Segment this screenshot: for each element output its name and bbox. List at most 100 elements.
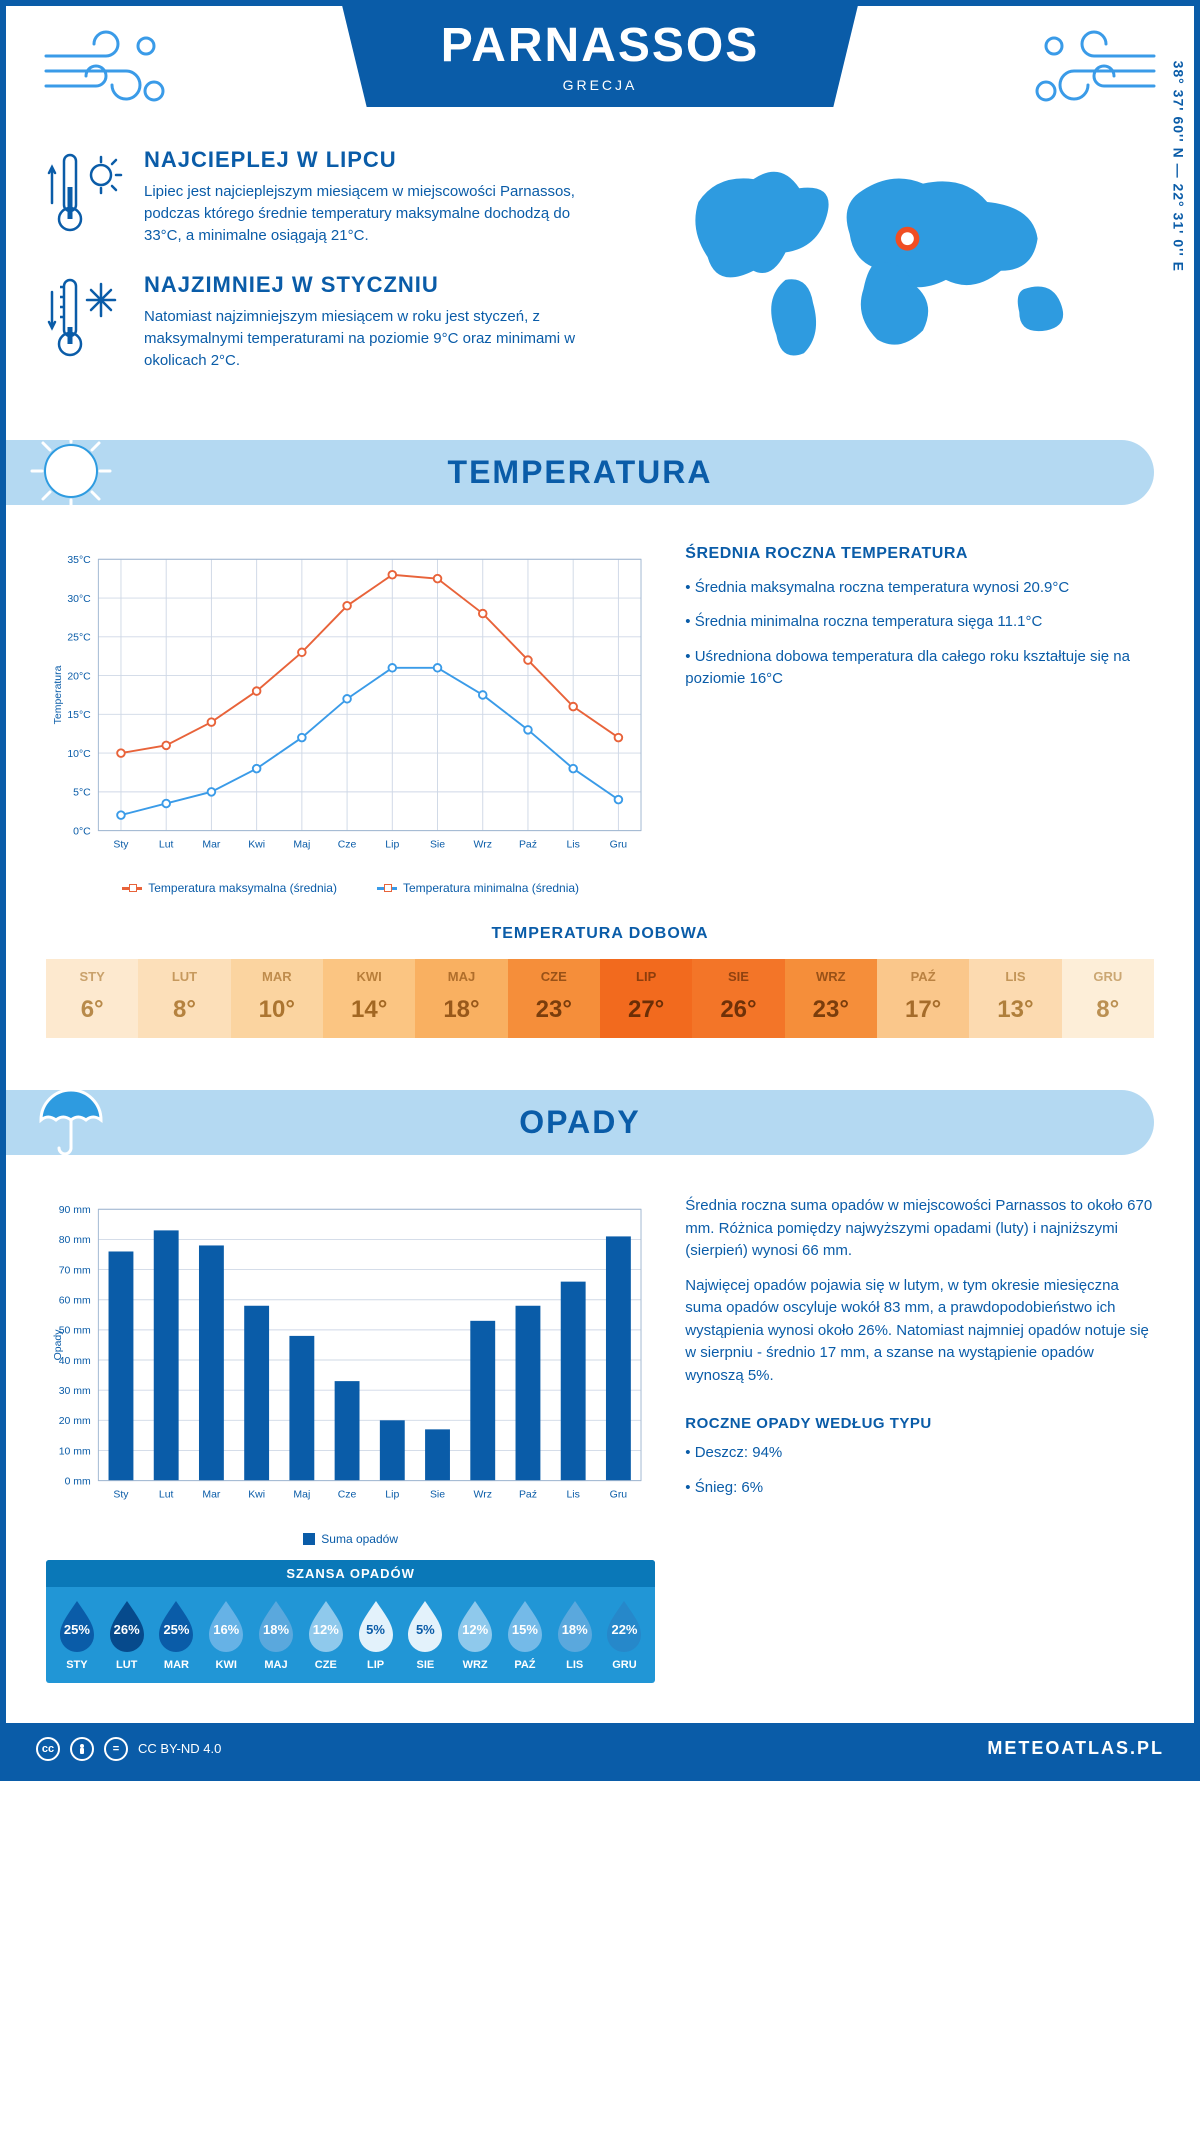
precip-type-list: Deszcz: 94%Śnieg: 6% bbox=[685, 1442, 1154, 1499]
svg-text:35°C: 35°C bbox=[67, 555, 91, 566]
brand: METEOATLAS.PL bbox=[987, 1738, 1164, 1759]
svg-text:Lis: Lis bbox=[566, 839, 579, 850]
temperature-banner: TEMPERATURA bbox=[6, 440, 1154, 505]
umbrella-icon bbox=[26, 1076, 116, 1166]
daily-temp-cell: KWI14° bbox=[323, 959, 415, 1038]
svg-text:Maj: Maj bbox=[293, 839, 310, 850]
precip-chance-panel: SZANSA OPADÓW 25%STY26%LUT25%MAR16%KWI 18… bbox=[46, 1560, 655, 1683]
thermometer-cold-icon bbox=[46, 272, 126, 362]
temp-bullets: Średnia maksymalna roczna temperatura wy… bbox=[685, 577, 1154, 691]
daily-temp-cell: LUT8° bbox=[138, 959, 230, 1038]
temp-bullet: Średnia maksymalna roczna temperatura wy… bbox=[685, 577, 1154, 600]
svg-text:Wrz: Wrz bbox=[474, 839, 492, 850]
daily-temp-cell: WRZ23° bbox=[785, 959, 877, 1038]
svg-text:Kwi: Kwi bbox=[248, 1490, 265, 1501]
daily-temp-strip: STY6°LUT8°MAR10°KWI14°MAJ18°CZE23°LIP27°… bbox=[46, 959, 1154, 1038]
precip-chance-drop: 16%KWI bbox=[201, 1597, 251, 1671]
daily-temp-cell: CZE23° bbox=[508, 959, 600, 1038]
svg-text:Sie: Sie bbox=[430, 839, 445, 850]
nd-icon: = bbox=[104, 1737, 128, 1761]
precip-type-heading: ROCZNE OPADY WEDŁUG TYPU bbox=[685, 1415, 1154, 1432]
svg-text:20 mm: 20 mm bbox=[59, 1416, 91, 1427]
svg-text:70 mm: 70 mm bbox=[59, 1266, 91, 1277]
temp-bullet: Średnia minimalna roczna temperatura się… bbox=[685, 611, 1154, 634]
precip-chance-drop: 5%LIP bbox=[351, 1597, 401, 1671]
page-title: PARNASSOS bbox=[441, 18, 760, 73]
precipitation-bar-chart: 0 mm10 mm20 mm30 mm40 mm50 mm60 mm70 mm8… bbox=[46, 1195, 655, 1519]
daily-temp-cell: MAR10° bbox=[231, 959, 323, 1038]
daily-temp-cell: LIP27° bbox=[600, 959, 692, 1038]
svg-text:Cze: Cze bbox=[338, 839, 357, 850]
svg-text:Kwi: Kwi bbox=[248, 839, 265, 850]
svg-text:Temperatura: Temperatura bbox=[53, 665, 64, 724]
precip-text-p1: Średnia roczna suma opadów w miejscowośc… bbox=[685, 1195, 1154, 1263]
svg-text:15°C: 15°C bbox=[67, 710, 91, 721]
precip-text-p2: Najwięcej opadów pojawia się w lutym, w … bbox=[685, 1275, 1154, 1388]
temp-text-heading: ŚREDNIA ROCZNA TEMPERATURA bbox=[685, 545, 1154, 563]
section-title: TEMPERATURA bbox=[6, 454, 1154, 491]
precip-chance-drop: 25%STY bbox=[52, 1597, 102, 1671]
daily-temp-cell: SIE26° bbox=[692, 959, 784, 1038]
svg-text:Mar: Mar bbox=[202, 839, 221, 850]
precip-chance-drop: 22%GRU bbox=[600, 1597, 650, 1671]
wind-icon bbox=[36, 26, 176, 116]
svg-text:Maj: Maj bbox=[293, 1490, 310, 1501]
precip-chance-drop: 26%LUT bbox=[102, 1597, 152, 1671]
svg-text:30°C: 30°C bbox=[67, 593, 91, 604]
precip-chance-drop: 5%SIE bbox=[400, 1597, 450, 1671]
by-icon bbox=[70, 1737, 94, 1761]
daily-temp-cell: MAJ18° bbox=[415, 959, 507, 1038]
precip-chance-heading: SZANSA OPADÓW bbox=[46, 1560, 655, 1587]
svg-text:Sie: Sie bbox=[430, 1490, 445, 1501]
daily-temp-cell: PAŹ17° bbox=[877, 959, 969, 1038]
svg-text:Lut: Lut bbox=[159, 1490, 174, 1501]
svg-text:60 mm: 60 mm bbox=[59, 1296, 91, 1307]
coldest-block: NAJZIMNIEJ W STYCZNIU Natomiast najzimni… bbox=[46, 272, 598, 371]
precip-chance-drop: 12%WRZ bbox=[450, 1597, 500, 1671]
svg-text:10°C: 10°C bbox=[67, 748, 91, 759]
cc-icon: cc bbox=[36, 1737, 60, 1761]
svg-text:Paź: Paź bbox=[519, 1490, 537, 1501]
svg-text:Lip: Lip bbox=[385, 1490, 399, 1501]
coordinates: 38° 37' 60'' N — 22° 31' 0'' E bbox=[1170, 61, 1186, 272]
temp-chart-legend: .legend-swatch:nth-child(1)::after{borde… bbox=[46, 881, 655, 895]
info-text: Natomiast najzimniejszym miesiącem w rok… bbox=[144, 306, 598, 371]
svg-text:25°C: 25°C bbox=[67, 632, 91, 643]
section-title: OPADY bbox=[6, 1104, 1154, 1141]
page-subtitle: GRECJA bbox=[441, 77, 760, 93]
precip-type-item: Śnieg: 6% bbox=[685, 1477, 1154, 1500]
thermometer-hot-icon bbox=[46, 147, 126, 237]
svg-text:0°C: 0°C bbox=[73, 826, 91, 837]
license-text: CC BY-ND 4.0 bbox=[138, 1741, 221, 1756]
info-title: NAJCIEPLEJ W LIPCU bbox=[144, 147, 598, 173]
svg-text:80 mm: 80 mm bbox=[59, 1235, 91, 1246]
precip-chance-drop: 25%MAR bbox=[152, 1597, 202, 1671]
svg-text:Lip: Lip bbox=[385, 839, 399, 850]
title-ribbon: PARNASSOS GRECJA bbox=[341, 0, 860, 107]
temp-bullet: Uśredniona dobowa temperatura dla całego… bbox=[685, 646, 1154, 691]
svg-text:Mar: Mar bbox=[202, 1490, 221, 1501]
temperature-line-chart: 0°C5°C10°C15°C20°C25°C30°C35°CStyLutMarK… bbox=[46, 545, 655, 869]
svg-text:Gru: Gru bbox=[610, 839, 628, 850]
svg-text:Sty: Sty bbox=[113, 1490, 129, 1501]
svg-text:10 mm: 10 mm bbox=[59, 1446, 91, 1457]
footer: cc = CC BY-ND 4.0 METEOATLAS.PL bbox=[6, 1723, 1194, 1775]
svg-text:20°C: 20°C bbox=[67, 671, 91, 682]
svg-text:5°C: 5°C bbox=[73, 787, 91, 798]
daily-temp-cell: LIS13° bbox=[969, 959, 1061, 1038]
precip-chance-drop: 18%LIS bbox=[550, 1597, 600, 1671]
precip-chart-legend: Suma opadów bbox=[46, 1532, 655, 1546]
svg-text:0 mm: 0 mm bbox=[65, 1477, 91, 1488]
svg-text:Gru: Gru bbox=[610, 1490, 628, 1501]
svg-text:Wrz: Wrz bbox=[474, 1490, 492, 1501]
precip-chance-drop: 15%PAŹ bbox=[500, 1597, 550, 1671]
daily-temp-cell: STY6° bbox=[46, 959, 138, 1038]
hottest-block: NAJCIEPLEJ W LIPCU Lipiec jest najcieple… bbox=[46, 147, 598, 246]
daily-temp-cell: GRU8° bbox=[1062, 959, 1154, 1038]
precip-chance-drop: 12%CZE bbox=[301, 1597, 351, 1671]
svg-text:Lut: Lut bbox=[159, 839, 174, 850]
svg-text:Opady: Opady bbox=[53, 1329, 64, 1361]
sun-icon bbox=[26, 426, 116, 516]
svg-text:Cze: Cze bbox=[338, 1490, 357, 1501]
precipitation-banner: OPADY bbox=[6, 1090, 1154, 1155]
